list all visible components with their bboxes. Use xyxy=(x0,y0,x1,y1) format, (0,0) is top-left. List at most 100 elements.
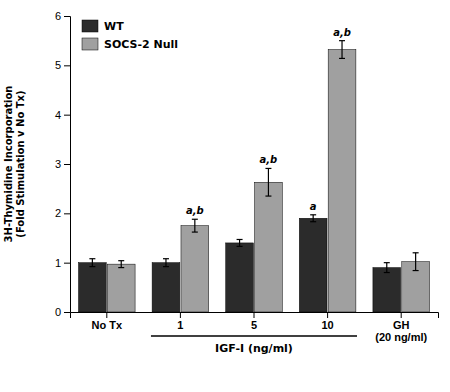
y-tick-label: 4 xyxy=(55,109,61,121)
error-bar-cap xyxy=(310,221,316,222)
error-bar xyxy=(384,263,390,273)
error-bar xyxy=(265,168,271,196)
error-bar xyxy=(339,41,345,59)
x-axis: No Tx 1 5 10 GH(20 ng/ml) xyxy=(71,312,439,343)
x-tick: No Tx xyxy=(92,312,123,331)
bar xyxy=(299,218,327,312)
x-axis-line xyxy=(71,313,439,319)
y-tick-label: 0 xyxy=(55,306,61,318)
bar xyxy=(79,263,107,312)
error-bar-cap xyxy=(413,270,419,271)
legend-swatch xyxy=(82,38,98,50)
y-tick-mark xyxy=(64,263,70,264)
error-bar-line xyxy=(341,41,342,59)
error-bar-cap xyxy=(384,272,390,273)
x-tick-label: No Tx xyxy=(92,319,123,331)
error-bar-cap xyxy=(192,219,198,220)
annotation: a xyxy=(310,201,317,212)
y-tick: 6 xyxy=(55,10,70,22)
x-tick-mark xyxy=(180,312,181,318)
annotations: a a,b a,b a,b xyxy=(186,27,351,217)
error-bar-cap xyxy=(265,195,271,196)
y-tick-mark xyxy=(64,213,70,214)
error-bar xyxy=(118,261,124,268)
error-bar-line xyxy=(313,215,314,222)
bar xyxy=(373,268,401,312)
y-tick: 1 xyxy=(55,257,70,269)
y-axis-line xyxy=(64,17,71,313)
error-bar-line xyxy=(194,219,195,232)
marks xyxy=(79,41,430,312)
y-tick-mark xyxy=(64,164,70,165)
legend-item: WT xyxy=(82,20,124,33)
error-bar-cap xyxy=(237,239,243,240)
error-bar xyxy=(192,219,198,232)
bar xyxy=(328,50,356,312)
y-tick-label: 2 xyxy=(55,207,61,219)
plot: 0 1 2 3 4 5 6 No Tx 1 5 10 GH(20 ng/ml) a a,b a,b a,b IG… xyxy=(3,10,439,355)
y-tick-label: 3 xyxy=(55,158,61,170)
error-bar-cap xyxy=(89,258,95,259)
error-bar-cap xyxy=(89,266,95,267)
error-bar-cap xyxy=(310,214,316,215)
y-tick-mark xyxy=(64,115,70,116)
legend-label: WT xyxy=(104,20,124,33)
error-bar xyxy=(163,259,169,267)
legend-label: SOCS-2 Null xyxy=(104,38,178,51)
y-axis: 0123456 xyxy=(55,10,71,318)
y-tick: 3 xyxy=(55,158,70,170)
error-bar-cap xyxy=(339,58,345,59)
error-bar-line xyxy=(268,168,269,196)
error-bar-cap xyxy=(118,267,124,268)
y-tick-label: 6 xyxy=(55,10,61,22)
y-tick-mark xyxy=(64,16,70,17)
annotation: a,b xyxy=(186,205,204,216)
legend: WT SOCS-2 Null xyxy=(82,20,178,51)
bar xyxy=(107,264,135,312)
error-bar xyxy=(237,239,243,246)
error-bar-cap xyxy=(339,40,345,41)
error-bar xyxy=(413,253,419,271)
chart: 0 1 2 3 4 5 6 No Tx 1 5 10 GH(20 ng/ml) a a,b a,b a,b IG… xyxy=(0,0,450,392)
error-bar-cap xyxy=(237,246,243,247)
bar xyxy=(226,243,254,312)
bar xyxy=(152,263,180,312)
x-tick-mark xyxy=(327,312,328,318)
error-bar-line xyxy=(121,261,122,268)
error-bar-line xyxy=(415,253,416,271)
x-tick-mark xyxy=(106,312,107,318)
error-bar xyxy=(310,215,316,222)
annotation: a,b xyxy=(333,27,351,38)
x-tick: 1 xyxy=(177,312,183,331)
y-tick-label: 1 xyxy=(55,257,61,269)
y-axis-title: 3H-Thymidine Incorporation(Fold Stimulat… xyxy=(3,86,26,243)
group-bracket: IGF-I (ng/ml) xyxy=(151,336,357,355)
error-bar-line xyxy=(386,263,387,273)
error-bar-cap xyxy=(413,252,419,253)
error-bar-cap xyxy=(265,168,271,169)
group-bracket-line xyxy=(151,335,357,337)
group-label: IGF-I (ng/ml) xyxy=(215,342,293,355)
x-tick-label: 5 xyxy=(251,319,257,331)
bar xyxy=(255,182,283,312)
x-tick: 10 xyxy=(321,312,333,331)
legend-item: SOCS-2 Null xyxy=(82,38,178,51)
x-tick-label: GH(20 ng/ml) xyxy=(375,319,427,344)
error-bar-line xyxy=(165,259,166,267)
x-tick-label: 1 xyxy=(177,319,183,331)
error-bar-cap xyxy=(192,231,198,232)
y-tick-mark xyxy=(64,312,70,313)
error-bar-cap xyxy=(118,260,124,261)
annotation: a,b xyxy=(260,154,278,165)
y-tick: 0 xyxy=(55,306,70,318)
error-bar-line xyxy=(92,259,93,267)
y-tick: 2 xyxy=(55,207,70,219)
legend-swatch xyxy=(82,20,98,32)
error-bar-line xyxy=(239,239,240,246)
error-bar-cap xyxy=(384,262,390,263)
y-tick: 4 xyxy=(55,109,70,121)
x-tick-label: 10 xyxy=(321,319,333,331)
x-tick-mark xyxy=(254,312,255,318)
error-bar xyxy=(89,259,95,267)
y-tick-mark xyxy=(64,65,70,66)
